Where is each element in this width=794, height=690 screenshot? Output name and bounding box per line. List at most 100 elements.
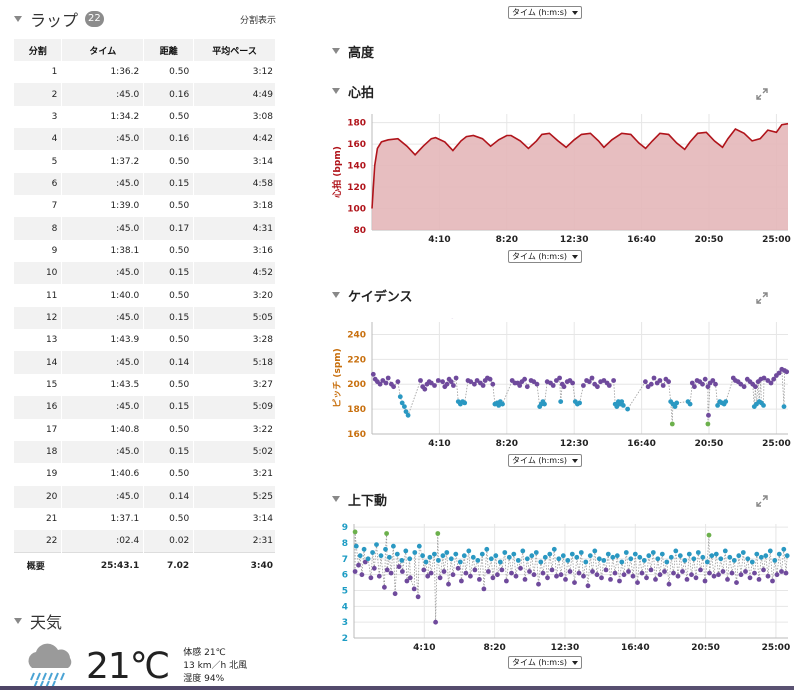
table-row[interactable]: 7 1:39.0 0.50 3:18 [14, 195, 276, 218]
altitude-header[interactable]: 高度 [332, 43, 374, 61]
lap-time: :45.0 [61, 83, 145, 106]
split-view-link[interactable]: 分割表示 [239, 15, 276, 26]
laps-header[interactable]: ラップ 22 分割表示 [14, 8, 276, 30]
table-row[interactable]: 6:45.0 0.15 4:58 [14, 172, 276, 196]
data-point [711, 573, 717, 579]
data-point [583, 559, 589, 565]
x-tick-label: 25:00 [762, 439, 791, 449]
cadence-header[interactable]: ケイデンス [332, 287, 412, 305]
data-point [495, 572, 500, 578]
table-row[interactable]: 8:45.0 0.17 4:31 [14, 217, 276, 240]
collapse-triangle-icon[interactable] [332, 292, 340, 298]
data-point [391, 543, 396, 549]
data-point [376, 573, 382, 579]
expand-icon[interactable] [756, 88, 768, 100]
table-row[interactable]: 9 1:38.1 0.50 3:16 [14, 239, 276, 263]
weather-panel: 天気 21℃ 体感 21℃ 13 km／h 北風 湿度 94% [14, 610, 276, 690]
data-point [605, 551, 611, 557]
data-point [415, 594, 421, 600]
table-row[interactable]: 21 1:37.1 0.50 3:14 [14, 507, 276, 531]
data-point [628, 556, 634, 562]
lap-pace: 3:14 [193, 507, 276, 531]
data-point [650, 550, 656, 555]
data-point [709, 553, 715, 559]
lap-split: 3 [14, 105, 63, 129]
table-row[interactable]: 5 1:37.2 0.50 3:14 [14, 150, 276, 173]
col-header-distance[interactable]: 距離 [143, 39, 195, 61]
table-row[interactable]: 18:45.0 0.15 5:02 [14, 440, 276, 464]
heart-rate-title: 心拍 [348, 85, 375, 101]
table-row[interactable]: 13 1:43.9 0.50 3:28 [14, 329, 276, 352]
collapse-triangle-icon[interactable] [332, 496, 340, 502]
lap-pace: 4:52 [193, 262, 276, 285]
vertical-osc-header[interactable]: 上下動 [332, 491, 388, 509]
lap-split: 6 [14, 172, 63, 196]
table-row[interactable]: 16:45.0 0.15 5:09 [14, 396, 276, 419]
data-point [453, 375, 459, 381]
y-tick-label: 9 [342, 523, 348, 533]
vertical-osc-chart[interactable]: 234567894:108:2012:3016:4020:5025:00上下動 … [326, 520, 794, 652]
col-header-avg-pace[interactable]: 平均ペース [193, 39, 276, 61]
table-row[interactable]: 4:45.0 0.16 4:42 [14, 128, 276, 151]
lap-pace: 3:16 [193, 239, 276, 263]
lap-time: :45.0 [61, 351, 145, 374]
data-point [589, 375, 595, 381]
data-point [462, 400, 468, 406]
table-row[interactable]: 11 1:40.0 0.50 3:20 [14, 284, 276, 307]
data-point [377, 381, 383, 387]
x-axis-select-hr[interactable]: タイム (h:m:s) [508, 250, 583, 263]
data-point [560, 553, 566, 559]
lap-distance: 0.16 [143, 83, 195, 106]
data-point [399, 558, 405, 563]
data-point [453, 551, 459, 557]
table-row[interactable]: 19 1:40.6 0.50 3:21 [14, 463, 276, 486]
x-axis-select-vertical[interactable]: タイム (h:m:s) [508, 656, 583, 669]
x-tick-label: 20:50 [691, 643, 720, 652]
data-point [666, 379, 671, 385]
data-point [402, 404, 407, 409]
data-point [368, 575, 374, 581]
data-point [554, 573, 559, 579]
table-row[interactable]: 22:02.4 0.02 2:31 [14, 530, 276, 553]
weather-header[interactable]: 天気 [14, 610, 276, 632]
y-tick-label: 100 [347, 205, 366, 215]
data-point [563, 577, 568, 582]
data-point [689, 380, 695, 386]
lap-pace: 5:09 [193, 396, 276, 419]
col-header-time[interactable]: タイム [61, 39, 145, 61]
x-axis-select-top[interactable]: タイム (h:m:s) [508, 6, 583, 19]
data-point [722, 548, 728, 554]
table-row[interactable]: 2:45.0 0.16 4:49 [14, 83, 276, 106]
vertical-osc-title: 上下動 [348, 493, 388, 509]
col-header-split[interactable]: 分割 [14, 39, 63, 61]
table-row[interactable]: 3 1:34.2 0.50 3:08 [14, 105, 276, 129]
table-row[interactable]: 20:45.0 0.14 5:25 [14, 485, 276, 508]
data-point [421, 567, 427, 573]
collapse-triangle-icon[interactable] [14, 16, 22, 22]
collapse-triangle-icon[interactable] [332, 48, 340, 54]
table-row[interactable]: 12:45.0 0.15 5:05 [14, 306, 276, 330]
expand-icon[interactable] [756, 495, 768, 507]
collapse-triangle-icon[interactable] [332, 88, 340, 94]
data-point [581, 383, 586, 388]
table-row[interactable]: 1 1:36.2 0.50 3:12 [14, 61, 276, 84]
table-row[interactable]: 10:45.0 0.15 4:52 [14, 262, 276, 285]
cadence-chart[interactable]: 160 180 200 220 240 4:10 8:20 12:30 16:40 20:50 25… [326, 318, 794, 450]
table-row[interactable]: 17 1:40.8 0.50 3:22 [14, 418, 276, 441]
select-value: タイム (h:m:s) [512, 8, 568, 17]
heart-rate-chart[interactable]: 80 100 120 140 160 180 4:10 8:20 12:30 16:40 20:50… [326, 110, 794, 246]
heart-rate-header[interactable]: 心拍 [332, 83, 375, 101]
table-row[interactable]: 15 1:43.5 0.50 3:27 [14, 373, 276, 397]
connector-line [372, 368, 787, 425]
x-axis-select-cadence[interactable]: タイム (h:m:s) [508, 454, 583, 467]
laps-table-header: 分割 タイム 距離 平均ペース [14, 39, 276, 61]
connector-line [354, 531, 788, 623]
footer-bar [0, 686, 794, 690]
table-row[interactable]: 14:45.0 0.14 5:18 [14, 351, 276, 374]
select-value: タイム (h:m:s) [512, 252, 568, 261]
data-point [723, 399, 729, 404]
data-point [352, 529, 358, 535]
collapse-triangle-icon[interactable] [14, 618, 22, 624]
expand-icon[interactable] [756, 292, 768, 304]
data-point [437, 575, 443, 581]
